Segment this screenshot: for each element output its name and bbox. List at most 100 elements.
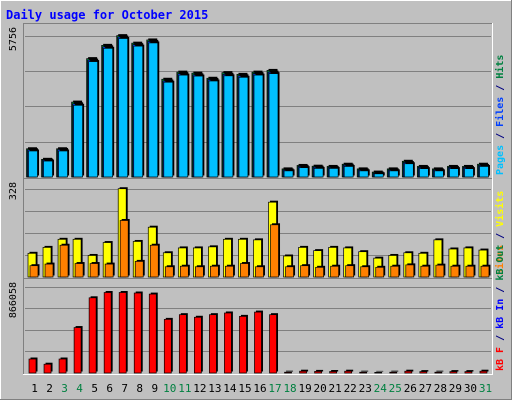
kbytes-bar-face [163,319,172,374]
sites-bar [89,262,100,278]
kbytes-bar-shadow [451,370,459,372]
x-tick-label: 6 [106,382,113,395]
pages-bar [103,46,115,178]
kbytes-bar-face [178,314,187,374]
pages-bar-face [163,81,174,178]
pages-bar [313,166,325,178]
side-legend-segment: Pages [495,145,506,175]
sites-bar-face [179,265,189,278]
kbytes-bar-shadow [436,370,444,372]
pages-bar-face [388,170,399,178]
kbytes-bar [73,326,83,374]
sites-bar [149,243,160,278]
kbytes-bar-face [43,363,52,374]
panel-kbytes-side-legend: kB F / kB In / kB Out [495,245,506,371]
x-tick-label: 21 [329,382,342,395]
kbytes-bar [28,357,38,374]
kbytes-bar-face [359,371,368,374]
kbytes-bar [118,291,128,374]
x-tick-label: 23 [359,382,372,395]
kbytes-bar [404,369,414,374]
x-tick-label: 22 [344,382,357,395]
kbytes-bar-face [404,370,413,374]
kbytes-bar-face [118,292,127,374]
kbytes-bar [419,370,429,374]
x-tick-label: 9 [151,382,158,395]
pages-bar [178,73,190,178]
kbytes-bar [163,317,173,374]
x-tick-label: 4 [76,382,83,395]
x-tick-label: 27 [419,382,432,395]
pages-bar-face [373,173,384,178]
x-tick-label: 13 [208,382,221,395]
kbytes-bar-face [269,314,277,374]
sites-bar [435,263,446,278]
kbytes-bar [299,369,309,374]
pages-bar-face [223,75,234,178]
kbytes-bar-face [464,371,473,374]
side-legend-segment: / [495,79,506,97]
kbytes-bar [103,291,113,374]
kbytes-bar [148,292,158,374]
side-legend-segment: / [495,281,506,299]
kbytes-bar-face [209,314,217,374]
pages-bar-face [73,104,83,178]
kbytes-bar-face [434,371,443,374]
x-tick-label: 30 [464,382,477,395]
pages-bar-face [253,74,264,178]
kbytes-bar [434,370,444,374]
pages-bar-face [418,168,429,178]
panel-visits-side-legend: Sites / Visits [494,191,506,275]
side-legend-segment: / [495,127,506,145]
kbytes-bar-face [479,370,488,374]
sites-bar [119,218,130,278]
sites-bar [375,265,386,278]
pages-bar-face [178,74,189,178]
pages-bar-face [103,47,114,178]
pages-bar [449,167,460,178]
pages-bar [73,103,85,178]
kbytes-bar [284,370,294,374]
kbytes-bar-face [374,372,383,374]
sites-bar [29,264,40,278]
kbytes-bar-shadow [376,370,384,372]
kbytes-bar-shadow [466,370,474,372]
sites-bar [315,265,326,278]
sites-bar-face [420,265,430,278]
kbytes-bar-face [88,297,97,374]
pages-bar [358,169,370,178]
pages-bar [298,166,310,178]
pages-bar [464,167,475,178]
kbytes-bar [389,370,399,374]
sites-bar [210,264,220,278]
pages-bar [283,169,295,178]
x-tick-label: 8 [136,382,143,395]
pages-bar-face [118,38,129,178]
pages-bar-face [268,73,279,178]
sites-bar [405,263,416,278]
pages-bar-face [434,170,444,178]
pages-bar-face [283,170,294,178]
sites-bar-face [285,266,294,278]
kbytes-bar-face [344,370,353,374]
sites-bar [225,264,235,278]
x-tick-label: 26 [404,382,417,395]
sites-bar-face [195,266,204,278]
pages-bar-face [28,150,38,178]
sites-bar-face [375,266,385,278]
x-axis-labels: 1 2 3 4 5 6 7 8 9 10 11 12 13 14 15 16 17 18 19 20 21 22 23 24 2… [31,382,492,395]
kbytes-bar [194,315,203,374]
sites-bar [270,223,281,278]
pages-bar-face [133,45,144,178]
x-tick-label: 20 [314,382,327,395]
sites-bar-face [315,266,324,278]
x-tick-label: 3 [61,382,68,395]
panel-visits-max-label: 328 [8,182,19,200]
kbytes-bar [344,369,354,374]
sites-bar-face [330,265,339,278]
pages-bar [163,80,175,178]
side-legend-segment: kB In [495,299,506,329]
pages-bar-face [193,75,204,178]
side-legend-segment: Sites [494,245,506,275]
pages-bar-face [479,166,489,178]
